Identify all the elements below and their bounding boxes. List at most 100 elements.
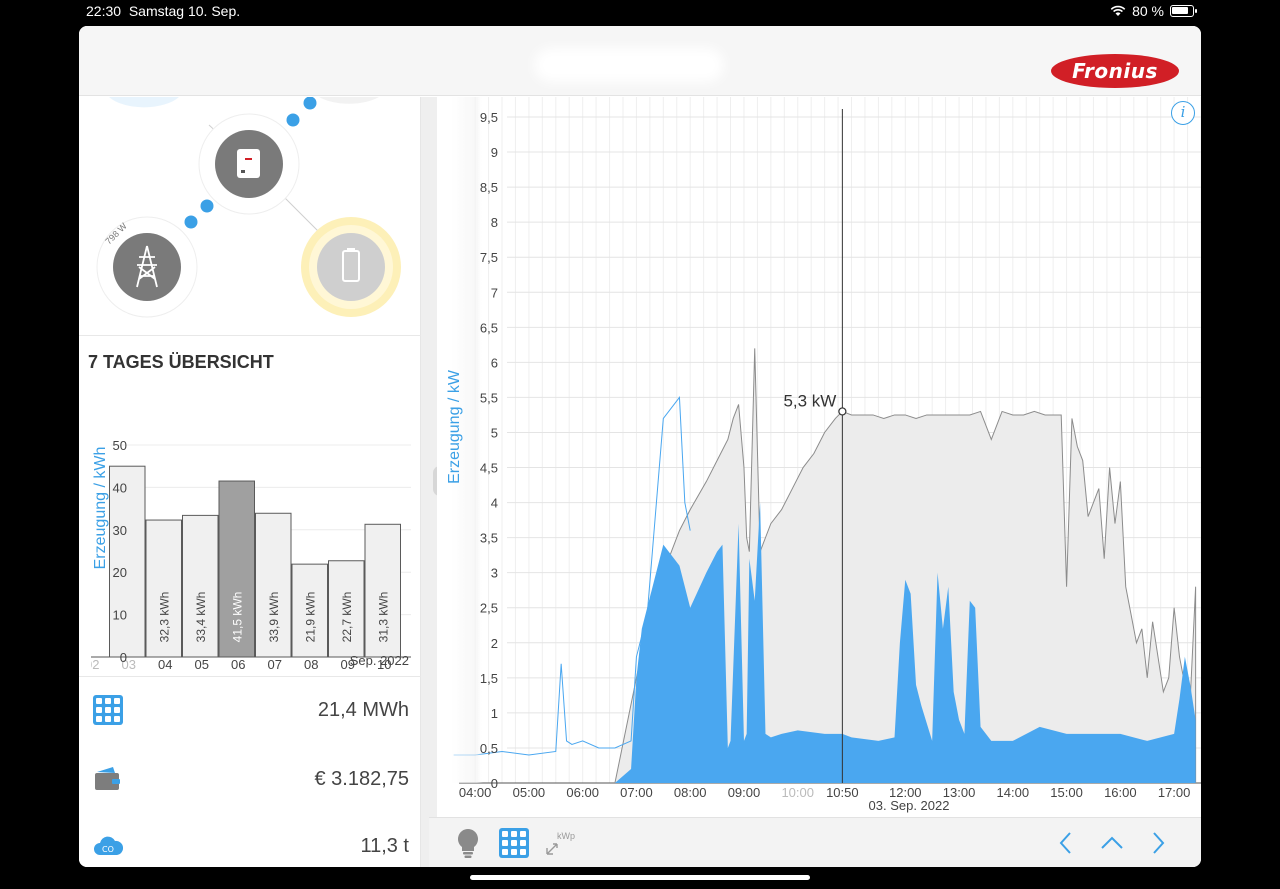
week-bar-label: 41,5 kWh <box>230 592 244 643</box>
main-y-tick: 1,5 <box>480 671 498 686</box>
week-bar-label: 33,4 kWh <box>194 592 208 643</box>
main-x-tick: 04:00 <box>459 785 492 800</box>
main-x-tick: 10:00 <box>781 785 814 800</box>
main-y-tick: 3,5 <box>480 531 498 546</box>
separator <box>79 335 421 336</box>
main-y-tick: 1 <box>491 706 498 721</box>
week-x-tick: 05 <box>195 657 209 672</box>
main-y-tick: 0,5 <box>480 741 498 756</box>
pv-module-partial-2 <box>319 97 379 104</box>
main-y-tick: 2 <box>491 636 498 651</box>
main-x-tick: 16:00 <box>1104 785 1137 800</box>
kwp-label: kWp <box>557 831 575 841</box>
week-bar[interactable] <box>255 512 292 658</box>
week-bar-label: 21,9 kWh <box>303 592 317 643</box>
main-y-tick: 9 <box>491 145 498 160</box>
co2-cloud-icon: CO <box>94 836 123 855</box>
week-bar[interactable] <box>364 523 401 658</box>
main-y-tick: 5 <box>491 425 498 440</box>
energy-flow-diagram: 798 W <box>96 97 401 318</box>
week-bar[interactable] <box>109 465 146 658</box>
week-x-tick: 04 <box>158 657 172 672</box>
main-y-tick: 4 <box>491 496 498 511</box>
logo-text: Fronius <box>1072 59 1158 83</box>
week-bar-chart[interactable]: 32,3 kWh 33,4 kWh 41,5 kWh 33,9 kWh 21,9 kWh… <box>91 406 421 676</box>
stat-energy-total: 21,4 MWh <box>79 681 421 741</box>
week-bar-label: 33,9 kWh <box>267 592 281 643</box>
week-bar[interactable] <box>182 514 219 658</box>
main-y-tick: 9,5 <box>480 110 498 125</box>
fronius-logo[interactable]: Fronius <box>1051 54 1179 88</box>
grid-node[interactable]: 798 W <box>96 216 198 318</box>
home-indicator[interactable] <box>470 875 810 880</box>
stat-earnings: € 3.182,75 <box>79 750 421 810</box>
status-time: 22:30 <box>86 3 122 19</box>
lightbulb-icon <box>458 829 478 858</box>
info-button[interactable]: i <box>1171 101 1195 125</box>
week-bar[interactable] <box>291 563 328 658</box>
main-y-tick: 7,5 <box>480 250 498 265</box>
earnings-value: € 3.182,75 <box>314 768 409 790</box>
main-y-tick: 2,5 <box>480 601 498 616</box>
main-x-tick: 06:00 <box>566 785 599 800</box>
chevron-up-icon <box>1101 836 1123 849</box>
panel-divider <box>421 97 437 867</box>
stat-co2: CO 11,3 t <box>79 817 421 867</box>
main-y-tick: 6,5 <box>480 320 498 335</box>
week-x-tick: 09 <box>341 657 355 672</box>
week-y-tick: 50 <box>113 438 127 453</box>
main-y-tick: 0 <box>491 776 498 791</box>
main-date-label: 03. Sep. 2022 <box>869 798 950 813</box>
bottom-toolbar: kWp <box>429 817 1201 867</box>
solar-panel-toolbar-icon <box>499 828 529 858</box>
week-x-tick: 07 <box>268 657 282 672</box>
flow-dot <box>184 215 198 229</box>
main-y-tick: 8,5 <box>480 180 498 195</box>
week-y-axis-label: Erzeugung / kWh <box>92 447 109 570</box>
main-x-tick: 12:00 <box>889 785 922 800</box>
week-month-label: Sep. 2022 <box>350 653 409 668</box>
flow-dot <box>286 113 300 127</box>
week-y-tick: 10 <box>113 608 127 623</box>
svg-text:CO: CO <box>102 845 114 854</box>
kwp-button[interactable]: kWp <box>543 826 583 860</box>
overview-up-button[interactable] <box>1095 826 1129 860</box>
inverter-node[interactable] <box>198 113 300 215</box>
flow-dot <box>303 97 317 110</box>
week-bar[interactable] <box>328 560 365 658</box>
status-date: Samstag 10. Sep. <box>128 3 241 19</box>
battery-node[interactable] <box>301 217 401 317</box>
main-x-tick: 08:00 <box>674 785 707 800</box>
previous-day-button[interactable] <box>1049 826 1083 860</box>
separator <box>79 676 421 677</box>
production-area-chart[interactable]: 0 0,5 1 1,5 2 2,5 3 3,5 4 4,5 5 5,5 6 6,5 7 7,5 8 8,5 9 9,5… <box>437 97 1201 817</box>
main-y-tick: 7 <box>491 285 498 300</box>
battery-percent: 80 % <box>1132 3 1164 19</box>
next-day-button[interactable] <box>1141 826 1175 860</box>
lightbulb-button[interactable] <box>451 826 485 860</box>
week-y-tick: 30 <box>113 523 127 538</box>
main-y-tick: 6 <box>491 355 498 370</box>
week-x-tick: 03 <box>122 657 136 672</box>
pv-module-partial <box>109 97 179 108</box>
main-y-tick: 3 <box>491 566 498 581</box>
wifi-icon <box>1110 5 1126 16</box>
week-bar[interactable] <box>145 519 182 658</box>
week-bar[interactable] <box>218 480 255 658</box>
kwp-icon: kWp <box>546 831 575 855</box>
inverter-icon <box>237 149 260 178</box>
main-x-tick: 14:00 <box>997 785 1030 800</box>
solar-panel-button[interactable] <box>497 826 531 860</box>
main-x-tick: 10:50 <box>826 785 859 800</box>
week-bar-label: 31,3 kWh <box>376 592 390 643</box>
week-y-tick: 20 <box>113 565 127 580</box>
week-bar-label: 22,7 kWh <box>340 592 354 643</box>
chevron-left-icon <box>1059 832 1071 854</box>
main-x-tick: 17:00 <box>1158 785 1191 800</box>
main-y-tick: 4,5 <box>480 461 498 476</box>
cursor-dot <box>838 407 847 416</box>
week-x-tick: 06 <box>231 657 245 672</box>
header: Fronius <box>79 26 1201 96</box>
blue-consumption-area <box>614 502 1196 783</box>
week-y-tick: 0 <box>120 650 127 665</box>
